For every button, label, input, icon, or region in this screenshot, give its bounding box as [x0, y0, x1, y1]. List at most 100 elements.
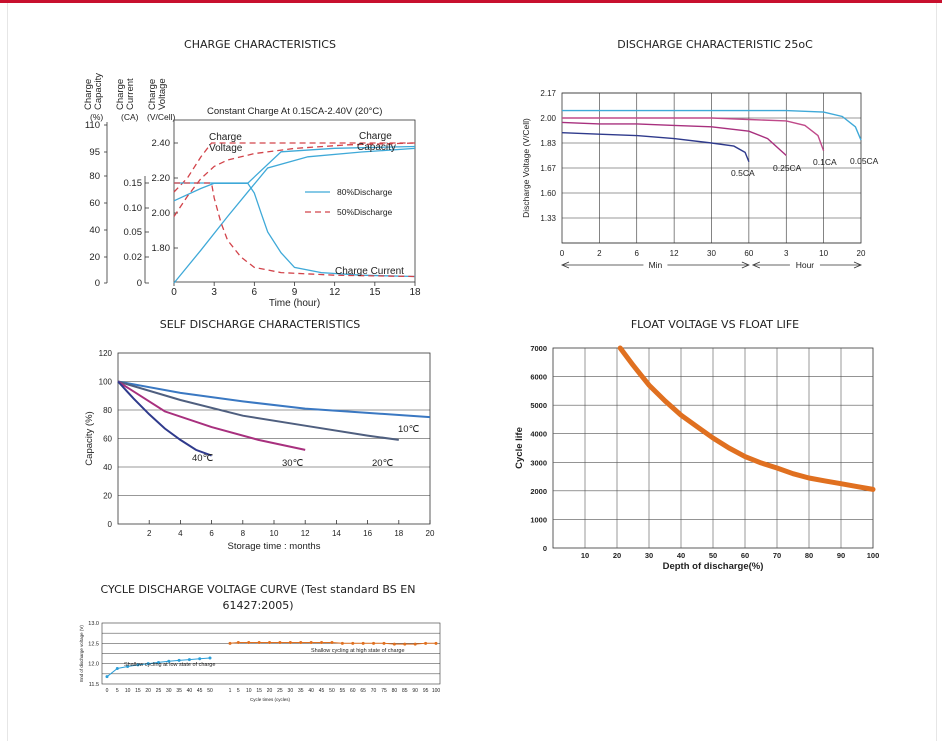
- cycle-x-tick-high: 80: [392, 688, 398, 694]
- discharge-curve-label: 0.25CA: [773, 163, 802, 173]
- float-life-x-tick-label: 10: [581, 551, 589, 560]
- cycle-y-tick-label: 12.0: [88, 662, 99, 668]
- self-discharge-x-tick-label: 14: [332, 529, 341, 538]
- discharge-x-tick-label: 12: [670, 249, 679, 258]
- current-tick-label: 0.02: [124, 252, 143, 263]
- cycle-x-tick-high: 55: [340, 688, 346, 694]
- charge-axis-head-0: Capacity: [93, 73, 104, 110]
- charge-x-tick-label: 6: [252, 287, 258, 298]
- cycle-x-tick-high: 50: [329, 688, 335, 694]
- cycle-chart-title: CYCLE DISCHARGE VOLTAGE CURVE (Test stan…: [100, 583, 416, 612]
- cycle-y-tick-label: 13.0: [88, 621, 99, 627]
- float-life-x-tick-label: 60: [741, 551, 749, 560]
- self-discharge-chart-title: SELF DISCHARGE CHARACTERISTICS: [159, 318, 361, 331]
- float-life-y-tick-label: 6000: [530, 373, 547, 382]
- charge-x-tick-label: 3: [211, 287, 217, 298]
- cycle-high-point: [382, 641, 386, 645]
- self-discharge-x-tick-label: 8: [241, 529, 246, 538]
- cycle-x-tick-low: 45: [197, 688, 203, 694]
- self-discharge-curve-label: 20℃: [372, 458, 394, 469]
- capacity-tick-label: 40: [89, 225, 100, 236]
- charge-chart-title: CHARGE CHARACTERISTICS: [184, 38, 336, 51]
- self-discharge-y-tick-label: 60: [103, 435, 112, 444]
- cycle-low-point: [167, 659, 171, 663]
- discharge-x-tick-label: 20: [857, 249, 866, 258]
- float-life-x-tick-label: 30: [645, 551, 653, 560]
- self-discharge-y-tick-label: 80: [103, 406, 112, 415]
- cycle-x-tick-low: 10: [125, 688, 131, 694]
- self-discharge-series: [117, 380, 399, 441]
- charge-axis-head-2: Charge: [147, 79, 158, 110]
- self-discharge-series: [117, 380, 431, 419]
- self-discharge-series: [117, 380, 306, 451]
- cycle-low-point: [146, 662, 150, 666]
- self-discharge-curve-label: 10℃: [398, 424, 420, 435]
- cycle-high-label: Shallow cycling at high state of charge: [311, 648, 405, 654]
- charge-axis-head-2: Voltage: [157, 78, 168, 110]
- voltage-tick-label: 1.80: [152, 243, 171, 254]
- float-life-x-tick-label: 40: [677, 551, 685, 560]
- cycle-low-point: [157, 660, 160, 664]
- cycle-high-point: [434, 641, 438, 645]
- charge-series-capacity-80: [173, 147, 416, 284]
- current-tick-label: 0.10: [124, 203, 143, 214]
- cycle-low-point: [208, 656, 212, 660]
- float-life-x-tick-label: 80: [805, 551, 813, 560]
- cycle-x-tick-low: 40: [187, 688, 193, 694]
- charge-axis-head-1: Current: [125, 78, 136, 110]
- cycle-high-point: [351, 641, 355, 645]
- float-life-x-tick-label: 50: [709, 551, 717, 560]
- cycle-x-tick-low: 25: [156, 688, 162, 694]
- float-life-y-tick-label: 1000: [530, 515, 547, 524]
- current-unit: (CA): [121, 112, 139, 122]
- charge-x-tick-label: 15: [369, 287, 381, 298]
- min-bracket-right-arrow: [741, 261, 750, 269]
- discharge-x-tick-label: 2: [597, 249, 602, 258]
- cycle-high-point: [413, 642, 417, 646]
- discharge-x-tick-label: 0: [560, 249, 565, 258]
- float-life-chart-title: FLOAT VOLTAGE VS FLOAT LIFE: [630, 318, 800, 331]
- cycle-x-tick-high: 10: [246, 688, 252, 694]
- cycle-y-tick-label: 12.5: [88, 641, 99, 647]
- discharge-y-tick-label: 2.00: [540, 114, 556, 123]
- min-label-bg: [643, 259, 668, 270]
- self-discharge-x-tick-label: 10: [270, 529, 279, 538]
- float-life-series: [617, 345, 876, 492]
- cycle-low-point: [126, 665, 130, 669]
- discharge-y-tick-label: 1.60: [540, 189, 556, 198]
- float-life-x-tick-label: 20: [613, 551, 621, 560]
- charge-x-tick-label: 9: [292, 287, 298, 298]
- cycle-low-point: [115, 667, 119, 671]
- discharge-x-tick-label: 3: [784, 249, 789, 258]
- cycle-low-point: [136, 663, 140, 667]
- cycle-x-tick-high: 25: [277, 688, 283, 694]
- self-discharge-curve-label: 30℃: [282, 458, 304, 469]
- content-frame: [7, 3, 937, 741]
- float-life-x-axis-label: Depth of discharge(%): [663, 561, 764, 572]
- cycle-low-point: [187, 658, 191, 662]
- cycle-x-tick-high: 65: [360, 688, 366, 694]
- cycle-low-point: [177, 658, 181, 662]
- voltage-unit: (V/Cell): [147, 112, 176, 122]
- self-discharge-y-tick-label: 120: [99, 349, 113, 358]
- cycle-x-tick-low: 0: [106, 688, 109, 694]
- brand-top-bar: [0, 0, 942, 3]
- cycle-x-tick-high: 20: [267, 688, 273, 694]
- cycle-high-point: [340, 641, 344, 645]
- self-discharge-x-axis-label: Storage time : months: [228, 541, 321, 552]
- hour-label: Hour: [796, 260, 815, 270]
- current-tick-label: 0: [137, 278, 142, 289]
- cycle-low-point: [105, 675, 109, 679]
- current-tick-label: 0.05: [124, 227, 143, 238]
- voltage-tick-label: 2.00: [152, 208, 171, 219]
- cycle-high-point: [299, 641, 303, 645]
- self-discharge-x-tick-label: 16: [363, 529, 372, 538]
- self-discharge-y-tick-label: 40: [103, 463, 112, 472]
- self-discharge-y-axis-label: Capacity (%): [84, 411, 95, 465]
- cycle-x-tick-high: 40: [308, 688, 314, 694]
- legend-50-label: 50%Discharge: [337, 207, 393, 217]
- float-life-y-tick-label: 3000: [530, 458, 547, 467]
- capacity-tick-label: 110: [85, 120, 100, 131]
